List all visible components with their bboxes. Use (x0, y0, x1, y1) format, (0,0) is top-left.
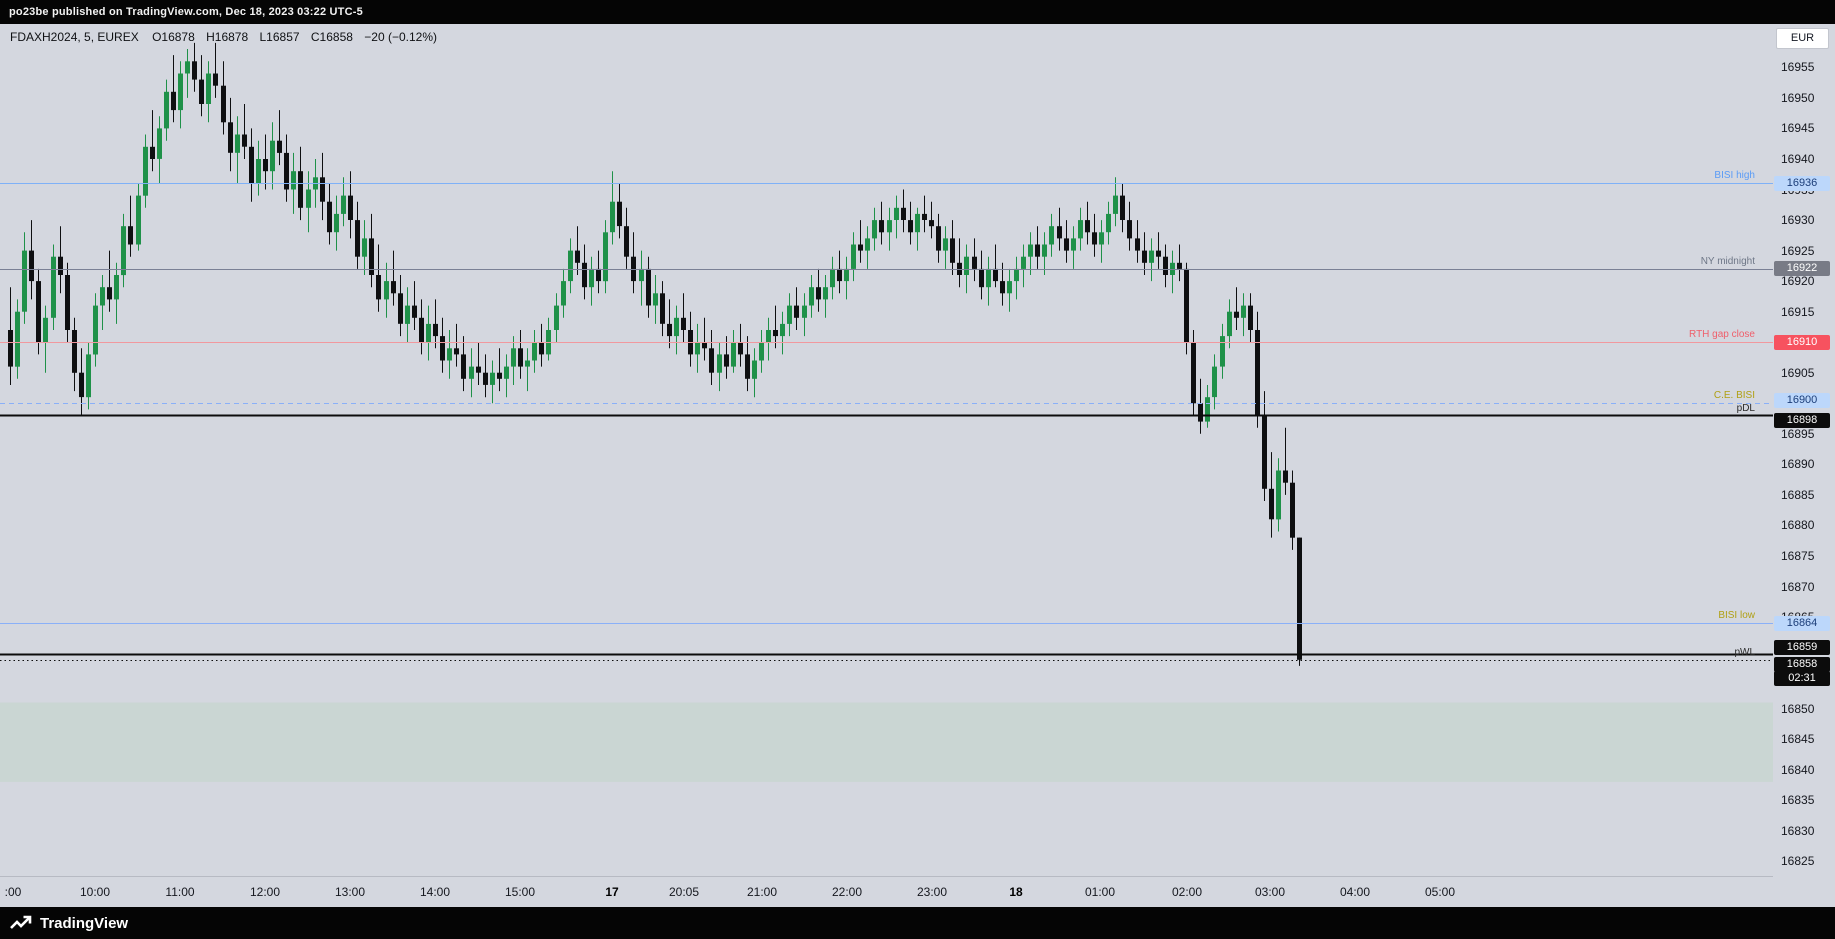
bisi-high-badge: 16936 (1774, 175, 1830, 191)
last-price-badge: 16858 (1774, 657, 1830, 673)
brand-name: TradingView (40, 914, 129, 932)
time-tick-label: 10:00 (79, 885, 111, 899)
price-tick-label: 16920 (1781, 274, 1815, 289)
time-tick-label: 22:00 (831, 885, 863, 899)
price-tick-label: 16830 (1781, 823, 1815, 838)
time-tick-label: 20:05 (668, 885, 700, 899)
time-tick-label: 12:00 (249, 885, 281, 899)
time-date-label: 18 (1009, 885, 1023, 899)
pdl-badge: 16898 (1774, 413, 1830, 428)
time-tick-label: 23:00 (916, 885, 948, 899)
price-tick-label: 16870 (1781, 579, 1815, 594)
price-tick-label: 16850 (1781, 701, 1815, 716)
time-axis[interactable]: :00 10:00 11:00 12:00 13:00 14:00 15:00 17 20:05… (0, 876, 1773, 908)
price-change: −20 (−0.12%) (364, 30, 437, 44)
symbol-legend: FDAXH2024, 5, EUREX O16878 H16878 L16857… (10, 30, 445, 44)
ce-bisi-badge: 16900 (1774, 392, 1830, 408)
time-tick-label: 15:00 (504, 885, 536, 899)
time-tick-label: 14:00 (419, 885, 451, 899)
publish-bar-text: po23be published on TradingView.com, Dec… (9, 6, 363, 18)
ohlc-high: H16878 (206, 30, 249, 44)
time-tick-label: 13:00 (334, 885, 366, 899)
level-16859-badge: 16859 (1774, 640, 1830, 656)
ohlc-low: L16857 (259, 30, 300, 44)
price-tick-label: 16895 (1781, 426, 1815, 441)
ny-midnight-badge: 16922 (1774, 261, 1830, 277)
tradingview-logo (10, 915, 32, 929)
price-tick-label: 16885 (1781, 487, 1815, 502)
price-tick-label: 16930 (1781, 213, 1815, 228)
symbol-title: FDAXH2024, 5, EUREX (10, 30, 139, 44)
price-tick-label: 16840 (1781, 762, 1815, 777)
price-tick-label: 16835 (1781, 793, 1815, 808)
publish-bar: po23be published on TradingView.com, Dec… (0, 0, 1835, 24)
bar-countdown-badge: 02:31 (1774, 671, 1830, 687)
time-tick-label: 11:00 (165, 885, 195, 899)
ohlc-open: O16878 (152, 30, 195, 44)
time-tick-label: 04:00 (1339, 885, 1371, 899)
price-tick-label: 16890 (1781, 457, 1815, 472)
chart-canvas[interactable] (0, 24, 1773, 876)
price-tick-label: 16925 (1781, 243, 1815, 258)
price-tick-label: 16945 (1781, 121, 1815, 136)
price-tick-label: 16905 (1781, 365, 1815, 380)
time-tick-label: 05:00 (1424, 885, 1456, 899)
brand-bar: TradingView (0, 907, 1835, 939)
price-tick-label: 16955 (1781, 60, 1815, 75)
candles-layer (8, 42, 1302, 666)
price-tick-label: 16950 (1781, 90, 1815, 105)
time-tick-label: 01:00 (1084, 885, 1116, 899)
time-tick-label: :00 (4, 885, 22, 899)
ohlc-close: C16858 (310, 30, 353, 44)
price-tick-label: 16880 (1781, 518, 1815, 533)
price-tick-label: 16915 (1781, 304, 1815, 319)
time-date-label: 17 (605, 885, 619, 899)
price-tick-label: 16825 (1781, 854, 1815, 869)
bisi-low-badge: 16864 (1774, 615, 1830, 631)
price-tick-label: 16940 (1781, 152, 1815, 166)
price-tick-label: 16845 (1781, 732, 1815, 747)
time-tick-label: 21:00 (746, 885, 778, 899)
currency-label: EUR (1776, 28, 1829, 49)
rth-gap-close-badge: 16910 (1774, 334, 1830, 350)
price-axis[interactable]: EUR 169551695016945169401693516930169251… (1773, 24, 1835, 907)
time-tick-label: 02:00 (1171, 885, 1203, 899)
indicator-band (0, 702, 1773, 782)
price-tick-label: 16875 (1781, 549, 1815, 563)
chart-area: FDAXH2024, 5, EUREX O16878 H16878 L16857… (0, 24, 1835, 907)
time-tick-label: 03:00 (1254, 885, 1286, 899)
